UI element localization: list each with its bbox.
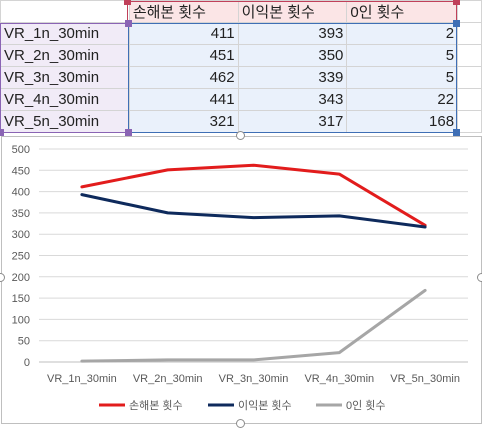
x-tick-label: VR_3n_30min [219, 373, 289, 385]
series-line[interactable] [82, 290, 425, 361]
legend-label: 이익본 횟수 [238, 399, 292, 412]
range-resize-handle[interactable] [453, 20, 460, 27]
header-cell-zero[interactable]: 0인 횟수 [347, 1, 458, 23]
chart-plot: 0 50 100 150 200 250 300 350 400 450 500 VR_1n_30m… [2, 137, 481, 423]
y-tick-label: 50 [18, 336, 30, 348]
range-resize-handle[interactable] [124, 0, 131, 5]
table-row: VR_3n_30min 462 339 5 [1, 67, 482, 89]
range-resize-handle[interactable] [453, 129, 460, 136]
legend-label: 손해본 횟수 [129, 398, 183, 412]
value-cell[interactable]: 5 [347, 67, 458, 89]
chart-resize-handle[interactable] [477, 273, 482, 282]
y-tick-label: 200 [12, 272, 30, 284]
value-cell[interactable]: 462 [129, 67, 238, 89]
value-cell[interactable]: 5 [347, 45, 458, 67]
y-tick-label: 450 [12, 165, 30, 177]
range-resize-handle[interactable] [453, 0, 460, 5]
x-tick-label: VR_2n_30min [133, 373, 203, 385]
corner-cell[interactable] [1, 1, 130, 23]
y-tick-label: 250 [12, 251, 30, 263]
value-cell[interactable]: 168 [347, 111, 458, 133]
y-tick-label: 100 [12, 314, 30, 326]
row-label-cell[interactable]: VR_1n_30min [1, 23, 130, 45]
empty-cell[interactable] [458, 89, 482, 111]
row-label-cell[interactable]: VR_3n_30min [1, 67, 130, 89]
line-chart[interactable]: 0 50 100 150 200 250 300 350 400 450 500 VR_1n_30m… [1, 136, 482, 424]
data-table: 손해본 횟수 이익본 횟수 0인 횟수 VR_1n_30min 411 393 … [0, 0, 482, 133]
y-tick-label: 500 [12, 144, 30, 156]
row-label-cell[interactable]: VR_2n_30min [1, 45, 130, 67]
x-tick-label: VR_5n_30min [390, 373, 460, 385]
y-tick-label: 300 [12, 229, 30, 241]
value-cell[interactable]: 411 [129, 23, 238, 45]
table-row: VR_2n_30min 451 350 5 [1, 45, 482, 67]
header-cell-profit[interactable]: 이익본 횟수 [238, 1, 347, 23]
table-row: VR_1n_30min 411 393 2 [1, 23, 482, 45]
range-resize-handle[interactable] [125, 129, 132, 136]
chart-resize-handle[interactable] [236, 131, 245, 140]
y-tick-label: 400 [12, 187, 30, 199]
value-cell[interactable]: 451 [129, 45, 238, 67]
x-tick-label: VR_1n_30min [47, 373, 117, 385]
value-cell[interactable]: 22 [347, 89, 458, 111]
value-cell[interactable]: 393 [238, 23, 347, 45]
table-row: VR_5n_30min 321 317 168 [1, 111, 482, 133]
row-label-cell[interactable]: VR_4n_30min [1, 89, 130, 111]
series-line[interactable] [82, 195, 425, 227]
value-cell[interactable]: 350 [238, 45, 347, 67]
value-cell[interactable]: 441 [129, 89, 238, 111]
x-tick-label: VR_4n_30min [304, 373, 374, 385]
table-header-row: 손해본 횟수 이익본 횟수 0인 횟수 [1, 1, 482, 23]
range-resize-handle[interactable] [0, 129, 4, 136]
empty-cell[interactable] [458, 1, 482, 23]
y-tick-label: 350 [12, 208, 30, 220]
range-resize-handle[interactable] [125, 20, 132, 27]
empty-cell[interactable] [458, 23, 482, 45]
table-row: VR_4n_30min 441 343 22 [1, 89, 482, 111]
legend-label: 0인 횟수 [346, 399, 386, 412]
row-label-cell[interactable]: VR_5n_30min [1, 111, 130, 133]
header-cell-loss[interactable]: 손해본 횟수 [129, 1, 238, 23]
spreadsheet-area: 손해본 횟수 이익본 횟수 0인 횟수 VR_1n_30min 411 393 … [0, 0, 482, 137]
empty-cell[interactable] [458, 67, 482, 89]
empty-cell[interactable] [458, 111, 482, 133]
y-tick-label: 0 [24, 357, 30, 369]
value-cell[interactable]: 317 [238, 111, 347, 133]
value-cell[interactable]: 2 [347, 23, 458, 45]
y-tick-label: 150 [12, 293, 30, 305]
value-cell[interactable]: 321 [129, 111, 238, 133]
empty-cell[interactable] [458, 45, 482, 67]
value-cell[interactable]: 339 [238, 67, 347, 89]
value-cell[interactable]: 343 [238, 89, 347, 111]
